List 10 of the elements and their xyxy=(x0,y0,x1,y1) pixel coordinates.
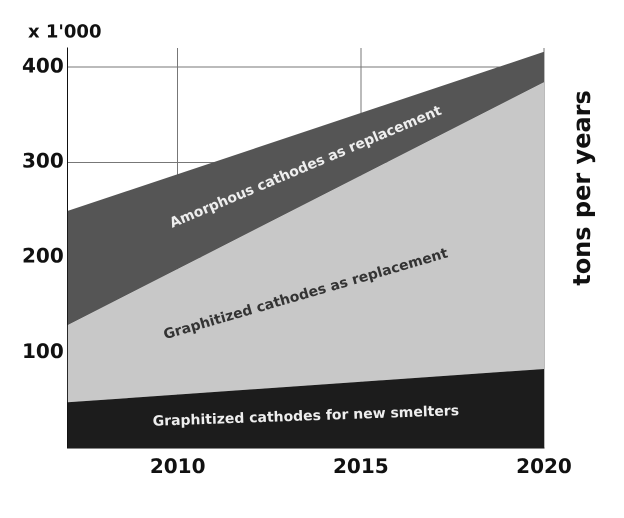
x-tick-label: 2015 xyxy=(332,454,389,478)
x-tick-label: 2020 xyxy=(516,454,572,478)
y-tick-label: 200 xyxy=(22,244,64,268)
y-tick-label: 400 xyxy=(22,53,64,78)
x-tick-label: 2010 xyxy=(150,454,206,478)
y-axis-title: tons per years xyxy=(568,90,596,286)
y-tick-label: 100 xyxy=(22,338,64,363)
y-tick-label: 300 xyxy=(22,148,64,172)
series-label: Graphitized cathodes for new smelters xyxy=(152,403,460,430)
text: x 1'000 xyxy=(28,22,102,43)
